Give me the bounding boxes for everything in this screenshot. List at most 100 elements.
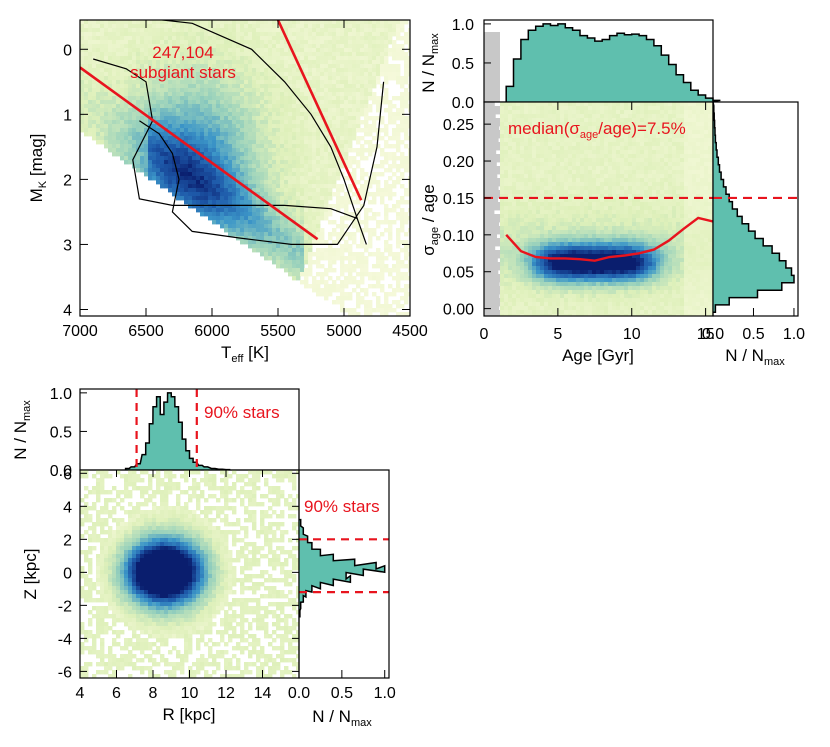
hr-density-cell: [212, 40, 217, 45]
hr-density-cell: [408, 156, 410, 161]
hr-density-cell: [352, 268, 357, 273]
hr-density-cell: [400, 212, 405, 217]
hr-density-cell: [284, 128, 289, 133]
age-uncertainty-cell: [548, 126, 553, 131]
age-uncertainty-cell: [572, 114, 577, 119]
hr-density-cell: [320, 96, 325, 101]
age-uncertainty-cell: [660, 118, 665, 123]
age-uncertainty-cell: [628, 150, 633, 155]
hr-density-cell: [228, 92, 233, 97]
hr-density-cell: [220, 68, 225, 73]
hr-density-cell: [100, 36, 105, 41]
age-uncertainty-cell: [592, 114, 597, 119]
hr-density-cell: [264, 40, 269, 45]
hr-density-cell: [348, 32, 353, 37]
hr-density-cell: [132, 84, 137, 89]
hr-density-cell: [272, 28, 277, 33]
hr-density-cell: [260, 180, 265, 185]
hr-density-cell: [404, 156, 409, 161]
hr-density-cell: [304, 164, 309, 169]
hr-density-cell: [408, 92, 410, 97]
age-uncertainty-cell: [684, 102, 689, 107]
age-uncertainty-cell: [692, 130, 697, 135]
hr-density-cell: [356, 100, 361, 105]
hr-density-cell: [184, 124, 189, 129]
hr-density-cell: [208, 36, 213, 41]
hr-density-cell: [284, 232, 289, 237]
hr-density-cell: [300, 32, 305, 37]
hr-density-cell: [284, 236, 289, 241]
hr-density-cell: [376, 36, 381, 41]
hr-density-cell: [324, 108, 329, 113]
hr-density-cell: [264, 48, 269, 53]
age-uncertainty-cell: [512, 110, 517, 115]
hr-density-cell: [180, 48, 185, 53]
hr-density-cell: [380, 260, 385, 265]
hr-density-cell: [100, 72, 105, 77]
hr-density-cell: [284, 80, 289, 85]
hr-density-cell: [160, 96, 165, 101]
hr-density-cell: [236, 80, 241, 85]
hr-density-cell: [276, 188, 281, 193]
age-uncertainty-cell: [584, 130, 589, 135]
hr-density-cell: [216, 20, 221, 25]
hr-density-cell: [228, 132, 233, 137]
hr-density-cell: [208, 188, 213, 193]
hr-density-cell: [180, 88, 185, 93]
hr-density-cell: [188, 52, 193, 57]
age-uncertainty-cell: [692, 106, 697, 111]
hr-density-cell: [276, 260, 281, 265]
hr-density-cell: [404, 288, 409, 293]
age-uncertainty-cell: [588, 134, 593, 139]
age-uncertainty-cell: [700, 106, 705, 111]
hr-density-cell: [336, 76, 341, 81]
hr-density-cell: [160, 120, 165, 125]
age-uncertainty-cell: [540, 126, 545, 131]
hr-density-cell: [276, 40, 281, 45]
hr-density-cell: [372, 172, 377, 177]
hr-density-cell: [148, 156, 153, 161]
hr-density-cell: [312, 160, 317, 165]
hr-density-cell: [140, 52, 145, 57]
hr-density-cell: [320, 212, 325, 217]
age-uncertainty-cell: [508, 150, 513, 155]
hr-density-cell: [272, 40, 277, 45]
hr-density-cell: [180, 76, 185, 81]
hr-density-cell: [308, 160, 313, 165]
hr-density-cell: [388, 304, 393, 309]
hr-density-cell: [372, 192, 377, 197]
hr-density-cell: [336, 52, 341, 57]
hr-density-cell: [336, 176, 341, 181]
hr-density-cell: [304, 240, 309, 245]
hr-density-cell: [356, 80, 361, 85]
hr-density-cell: [368, 148, 373, 153]
hr-density-cell: [148, 72, 153, 77]
hr-density-cell: [400, 24, 405, 29]
hr-density-cell: [132, 64, 137, 69]
hr-density-cell: [340, 260, 345, 265]
hr-density-cell: [248, 68, 253, 73]
hr-density-cell: [324, 268, 329, 273]
hr-density-cell: [292, 76, 297, 81]
hr-density-cell: [368, 192, 373, 197]
hr-density-cell: [172, 24, 177, 29]
age-uncertainty-cell: [580, 122, 585, 127]
age-uncertainty-cell: [504, 118, 509, 123]
hr-density-cell: [156, 120, 161, 125]
hr-density-cell: [332, 104, 337, 109]
hr-density-cell: [284, 228, 289, 233]
hr-density-cell: [220, 184, 225, 189]
hr-density-cell: [316, 188, 321, 193]
age-uncertainty-cell: [540, 110, 545, 115]
age-uncertainty-cell: [680, 122, 685, 127]
age-uncertainty-cell: [696, 150, 701, 155]
hr-density-cell: [304, 232, 309, 237]
hr-density-cell: [340, 136, 345, 141]
age-uncertainty-cell: [676, 154, 681, 159]
age-uncertainty-cell: [588, 158, 593, 163]
hr-density-cell: [144, 172, 149, 177]
hr-density-cell: [116, 144, 121, 149]
hr-density-cell: [276, 60, 281, 65]
hr-density-cell: [224, 80, 229, 85]
hr-density-cell: [340, 88, 345, 93]
